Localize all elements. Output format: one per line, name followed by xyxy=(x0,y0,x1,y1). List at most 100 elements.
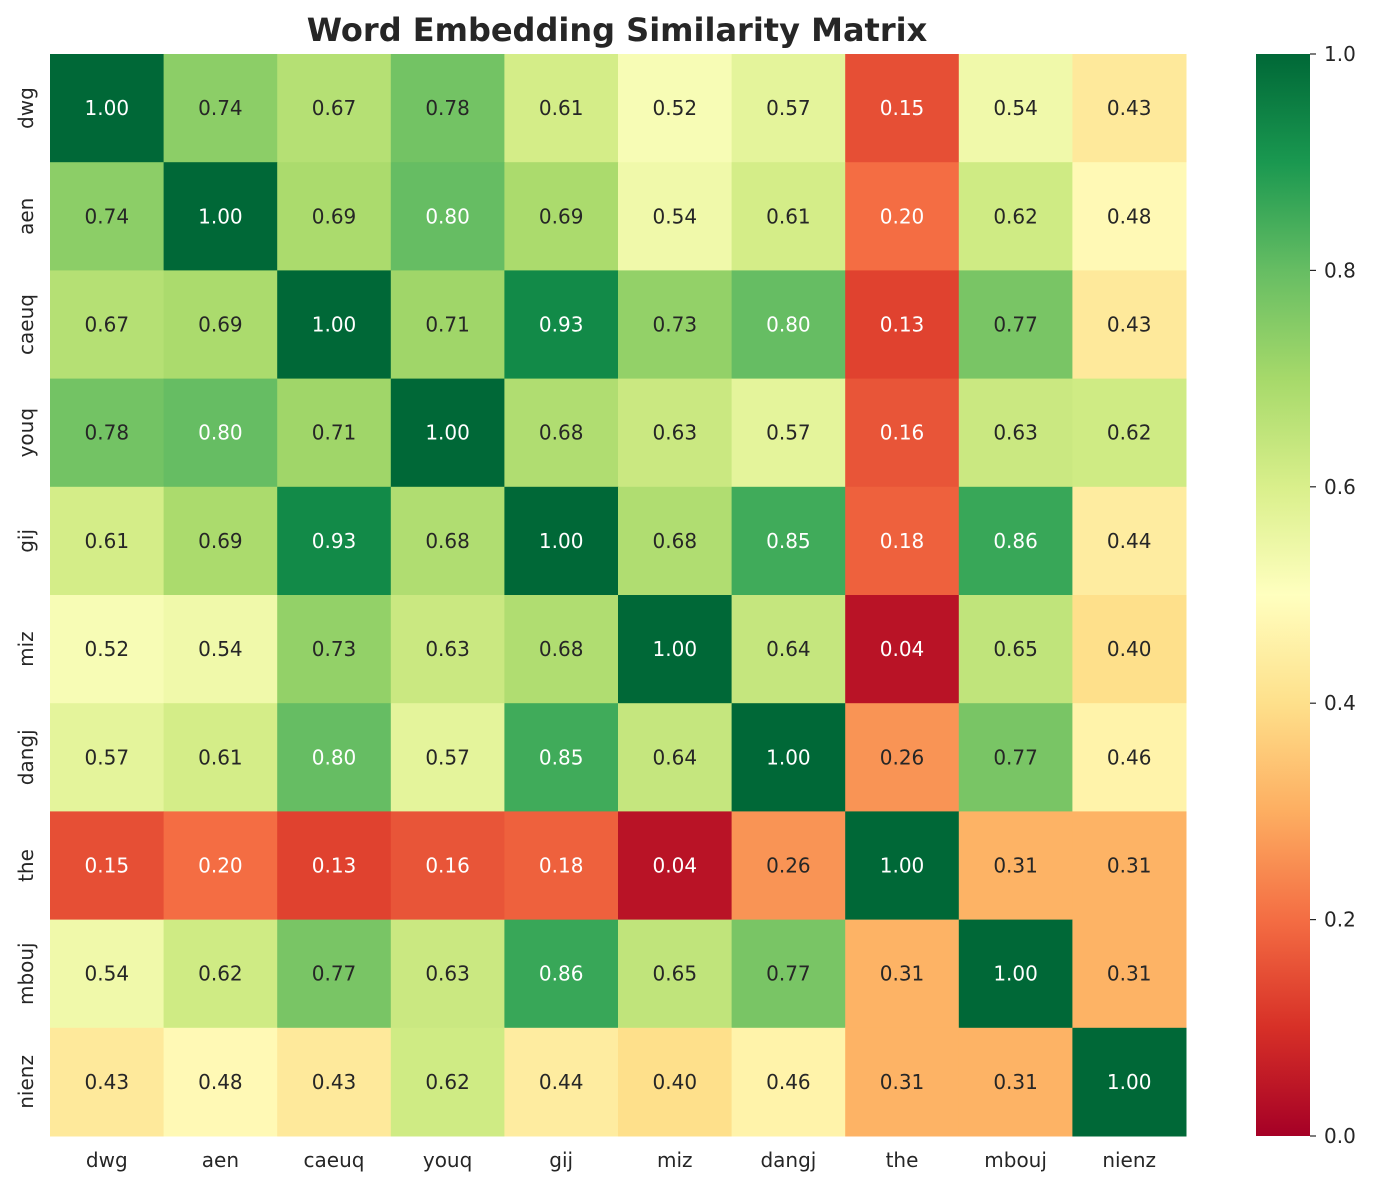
heatmap-cell-youq-mbouj xyxy=(958,378,1073,488)
cell-value-label: 1.00 xyxy=(993,962,1038,986)
heatmap-cell-nienz-nienz xyxy=(1072,1027,1187,1137)
heatmap-cell-dangj-mbouj xyxy=(958,703,1073,812)
cell-value-label: 0.20 xyxy=(880,204,925,228)
heatmap-cell-the-caeuq xyxy=(277,811,392,921)
heatmap-cell-dwg-the xyxy=(845,54,960,163)
heatmap-cell-the-the xyxy=(845,811,960,921)
x-tick-label-the: the xyxy=(886,1148,919,1172)
cell-value-label: 0.13 xyxy=(312,854,357,878)
cell-value-label: 0.67 xyxy=(312,96,357,120)
cell-value-label: 0.31 xyxy=(993,854,1038,878)
heatmap-cell-gij-gij xyxy=(504,486,619,596)
cell-value-label: 0.69 xyxy=(198,313,243,337)
heatmap-cell-youq-nienz xyxy=(1072,378,1187,488)
cell-value-label: 0.31 xyxy=(1107,962,1152,986)
heatmap-cell-miz-miz xyxy=(618,595,733,704)
cell-value-label: 0.48 xyxy=(198,1070,243,1094)
heatmap-cell-dwg-nienz xyxy=(1072,54,1187,163)
heatmap-cell-caeuq-nienz xyxy=(1072,270,1187,380)
cell-value-label: 0.68 xyxy=(425,529,470,553)
cell-value-label: 0.61 xyxy=(766,204,811,228)
cell-value-label: 0.73 xyxy=(653,313,698,337)
heatmap-cell-dangj-dangj xyxy=(731,703,846,812)
heatmap-cell-dangj-caeuq xyxy=(277,703,392,812)
cell-value-label: 0.62 xyxy=(425,1070,470,1094)
heatmap-cell-dangj-the xyxy=(845,703,960,812)
heatmap-cell-miz-caeuq xyxy=(277,595,392,704)
cell-value-label: 0.57 xyxy=(766,96,811,120)
cell-value-label: 0.46 xyxy=(766,1070,811,1094)
cell-value-label: 0.62 xyxy=(1107,421,1152,445)
cell-value-label: 0.63 xyxy=(425,637,470,661)
y-tick-label-the: the xyxy=(14,849,38,882)
cell-value-label: 0.43 xyxy=(312,1070,357,1094)
cell-value-label: 0.80 xyxy=(312,745,357,769)
cell-value-label: 0.69 xyxy=(312,204,357,228)
cell-value-label: 0.31 xyxy=(880,962,925,986)
heatmap-cell-nienz-miz xyxy=(618,1027,733,1137)
x-tick-label-mbouj: mbouj xyxy=(984,1148,1047,1172)
cell-value-label: 0.15 xyxy=(85,854,130,878)
heatmap-cell-nienz-dangj xyxy=(731,1027,846,1137)
heatmap-cell-nienz-caeuq xyxy=(277,1027,392,1137)
cell-value-label: 0.57 xyxy=(85,745,130,769)
cell-value-label: 0.77 xyxy=(993,745,1038,769)
heatmap-cell-dwg-youq xyxy=(390,54,505,163)
heatmap-cell-caeuq-gij xyxy=(504,270,619,380)
heatmap-cell-caeuq-caeuq xyxy=(277,270,392,380)
y-tick-label-caeuq: caeuq xyxy=(14,294,38,355)
heatmap-cell-caeuq-mbouj xyxy=(958,270,1073,380)
heatmap-cell-dwg-dangj xyxy=(731,54,846,163)
cell-value-label: 0.54 xyxy=(198,637,243,661)
cell-value-label: 0.44 xyxy=(1107,529,1152,553)
cell-value-label: 0.20 xyxy=(198,854,243,878)
heatmap-cell-aen-aen xyxy=(163,162,278,271)
y-tick-label-youq: youq xyxy=(14,408,38,457)
heatmap-cell-nienz-dwg xyxy=(50,1027,165,1137)
cell-value-label: 1.00 xyxy=(312,313,357,337)
cell-value-label: 0.57 xyxy=(766,421,811,445)
cell-value-label: 0.64 xyxy=(766,637,811,661)
cell-value-label: 0.71 xyxy=(425,313,470,337)
cell-value-label: 1.00 xyxy=(425,421,470,445)
heatmap-cell-miz-nienz xyxy=(1072,595,1187,704)
y-tick-label-gij: gij xyxy=(14,529,38,553)
heatmap-cell-miz-the xyxy=(845,595,960,704)
heatmap-cell-aen-mbouj xyxy=(958,162,1073,271)
cell-value-label: 0.31 xyxy=(993,1070,1038,1094)
colorbar-tick-label: 1.0 xyxy=(1324,42,1356,66)
heatmap-cells: 1.00 0.74 0.67 0.78 0.61 0.52 0.57 0.15 0.54 0.43… xyxy=(50,54,1187,1137)
heatmap-cell-youq-gij xyxy=(504,378,619,488)
cell-value-label: 1.00 xyxy=(880,854,925,878)
cell-value-label: 0.65 xyxy=(653,962,698,986)
cell-value-label: 0.68 xyxy=(653,529,698,553)
heatmap-cell-youq-aen xyxy=(163,378,278,488)
heatmap-cell-nienz-aen xyxy=(163,1027,278,1137)
x-tick-label-aen: aen xyxy=(202,1148,239,1172)
cell-value-label: 0.67 xyxy=(85,313,130,337)
cell-value-label: 0.61 xyxy=(539,96,584,120)
cell-value-label: 0.04 xyxy=(653,854,698,878)
heatmap-cell-aen-youq xyxy=(390,162,505,271)
heatmap-cell-mbouj-nienz xyxy=(1072,919,1187,1029)
x-tick-label-dangj: dangj xyxy=(760,1148,816,1172)
cell-value-label: 0.16 xyxy=(425,854,470,878)
heatmap-cell-gij-miz xyxy=(618,486,733,596)
y-tick-label-nienz: nienz xyxy=(14,1055,38,1109)
colorbar-tick-label: 0.4 xyxy=(1324,691,1356,715)
cell-value-label: 0.54 xyxy=(993,96,1038,120)
cell-value-label: 0.52 xyxy=(85,637,130,661)
heatmap-cell-nienz-gij xyxy=(504,1027,619,1137)
cell-value-label: 0.64 xyxy=(653,745,698,769)
heatmap-cell-dwg-aen xyxy=(163,54,278,163)
heatmap-cell-the-dwg xyxy=(50,811,165,921)
heatmap-cell-aen-miz xyxy=(618,162,733,271)
cell-value-label: 0.80 xyxy=(198,421,243,445)
cell-value-label: 0.78 xyxy=(85,421,130,445)
heatmap-cell-aen-caeuq xyxy=(277,162,392,271)
heatmap-cell-gij-aen xyxy=(163,486,278,596)
cell-value-label: 0.63 xyxy=(993,421,1038,445)
heatmap-cell-nienz-mbouj xyxy=(958,1027,1073,1137)
heatmap-cell-aen-gij xyxy=(504,162,619,271)
